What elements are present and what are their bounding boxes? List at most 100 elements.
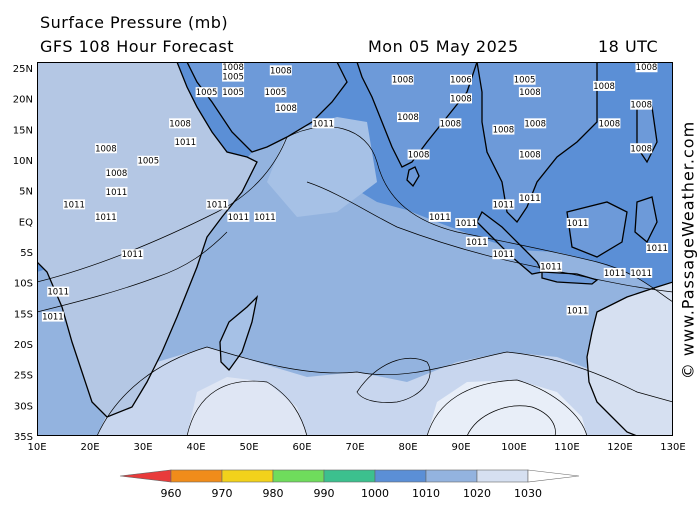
isobar-label-bg: [492, 124, 515, 135]
isobar-label-bg: [492, 199, 515, 210]
isobar-label-bg: [195, 87, 218, 98]
arabia-landmass: [186, 62, 348, 153]
isobar-label: 1008: [518, 87, 541, 98]
isobar-label: 1011: [94, 211, 117, 223]
latitude-tick-label: 10N: [13, 156, 33, 167]
borneo: [566, 201, 628, 258]
isobar-label: 1011: [465, 236, 488, 248]
isobar-label: 1011: [105, 186, 128, 198]
isobar-label-bg: [169, 118, 192, 129]
isobar-label-text: 1011: [519, 194, 541, 204]
isobar-label: 1011: [41, 311, 64, 323]
isobar-label-bg: [603, 267, 626, 278]
isobar-label-text: 1011: [47, 288, 69, 298]
colorbar-cell: [170, 469, 223, 483]
forecast-time: 18 UTC: [598, 37, 659, 56]
isobar-label-bg: [630, 99, 653, 110]
isobar-label-text: 1005: [137, 157, 159, 167]
isobar-label-bg: [227, 211, 250, 222]
isobar-label: 1005: [222, 87, 245, 98]
isobar-label-bg: [222, 87, 245, 98]
isobar-label: 1005: [264, 87, 287, 98]
isobar-label-bg: [407, 149, 430, 160]
isobar-label: 1008: [275, 102, 298, 114]
isobar-label: 1011: [646, 243, 669, 254]
isobar-label: 1005: [222, 71, 245, 83]
australia-landmass: [586, 281, 673, 436]
isobar-label-text: 1011: [312, 119, 334, 129]
isobar-label-text: 1008: [524, 119, 546, 129]
isobar-label: 1011: [566, 218, 589, 229]
isobar-label-text: 1008: [275, 104, 297, 114]
isobar-label: 1005: [137, 155, 160, 167]
latitude-tick-label: 10S: [14, 279, 33, 290]
colorbar-label: 980: [263, 487, 284, 500]
isobar-label-text: 1006: [450, 76, 472, 86]
isobar-label-bg: [518, 87, 541, 98]
latitude-tick-label: EQ: [19, 217, 33, 228]
colorbar-cell: [527, 469, 580, 483]
forecast-date: Mon 05 May 2025: [368, 37, 519, 56]
isobar-label-text: 1011: [95, 213, 117, 223]
isobar-label-bg: [105, 168, 128, 179]
isobar-label-bg: [428, 211, 451, 222]
madagascar: [219, 295, 259, 371]
isobar-label-bg: [391, 74, 414, 85]
isobar-label: 1011: [518, 193, 541, 204]
sri-lanka: [406, 166, 420, 188]
isobar-label: 1008: [269, 65, 292, 76]
isobar-label-bg: [465, 236, 488, 247]
longitude-tick-label: 40E: [186, 442, 205, 453]
colorbar-cells: [119, 469, 580, 483]
isobar-label: 1011: [492, 249, 515, 260]
isobar-label-text: 1008: [519, 151, 541, 161]
isobar-label-text: 1011: [106, 188, 128, 198]
isobar-label-text: 1008: [593, 82, 615, 92]
isobar-label-text: 1008: [397, 113, 419, 123]
map-title: Surface Pressure (mb): [40, 13, 229, 32]
isobar-label-text: 1008: [106, 169, 128, 179]
isobar-label-text: 1011: [604, 269, 626, 279]
colorbar-cell: [119, 469, 172, 483]
map-axes: 25N 20N 15N 10N 5N EQ 5S 10S 15S 20S 25S 30S 35S 10E…: [13, 64, 686, 453]
isobar-label: 1011: [455, 218, 478, 229]
colorbar-label: 1020: [463, 487, 491, 500]
isobar-label-text: 1011: [466, 238, 488, 248]
colorbar-label: 1000: [361, 487, 389, 500]
isobar-label: 1011: [428, 211, 451, 223]
isobar-label-bg: [94, 143, 117, 154]
java: [541, 271, 599, 285]
isobar-label-bg: [518, 149, 541, 160]
longitude-tick-label: 10E: [27, 442, 46, 453]
colorbar-labels: 960 970 980 990 1000 1010 1020 1030: [161, 487, 543, 500]
isobar-label-bg: [47, 286, 70, 297]
isobar-label-bg: [439, 118, 462, 129]
isobar-label-bg: [275, 102, 298, 113]
isobar-label-text: 1011: [646, 244, 668, 254]
latitude-tick-label: 35S: [14, 432, 33, 443]
forecast-subtitle: GFS 108 Hour Forecast: [40, 37, 235, 56]
isobar-label-bg: [174, 137, 197, 148]
isobar-label-text: 1005: [265, 88, 287, 98]
longitude-tick-label: 90E: [451, 442, 470, 453]
latitude-ticks: 25N 20N 15N 10N 5N EQ 5S 10S 15S 20S 25S 30S 35S: [13, 64, 33, 443]
isobar-label: 1011: [492, 199, 515, 210]
isobar-label-text: 1011: [455, 219, 477, 229]
isobar-label-bg: [94, 211, 117, 222]
isobar-label-text: 1011: [63, 200, 85, 210]
isobar-label: 1008: [630, 143, 653, 154]
africa-landmass: [37, 62, 258, 418]
isobar-label: 1008: [518, 149, 541, 161]
longitude-tick-label: 110E: [554, 442, 579, 453]
isobar-label: 1011: [630, 267, 653, 279]
isobar-label-bg: [450, 74, 472, 85]
latitude-tick-label: 15S: [14, 309, 33, 320]
isobar-label: 1008: [593, 80, 616, 92]
isobar-label-text: 1008: [222, 63, 244, 73]
isobar-label-text: 1011: [42, 313, 64, 323]
isobar-label-bg: [630, 267, 653, 278]
isobar-label-bg: [397, 112, 419, 123]
isobar-label-bg: [598, 118, 621, 129]
